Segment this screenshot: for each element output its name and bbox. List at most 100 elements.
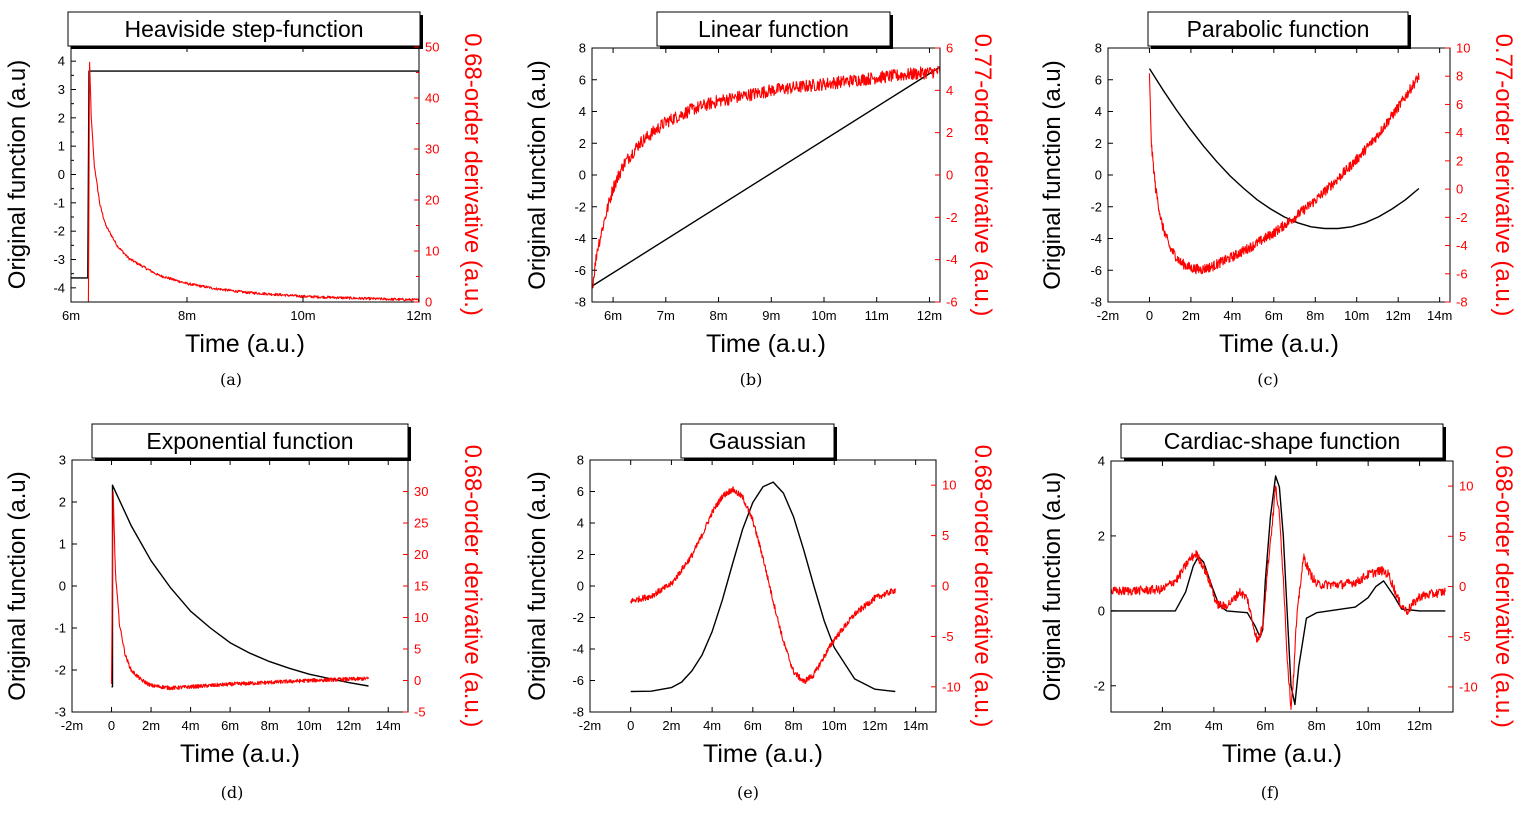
plot-frame: [70, 46, 420, 303]
derivative-series-line: [1148, 72, 1420, 275]
chart-panel-e: Gaussian -2m 0 2m 4m 6m 8m 10m 12m 14m -8 -6 -4 -2 0 2 4…: [524, 423, 996, 802]
y2-tick-label: 20: [414, 547, 428, 562]
y2-tick-label: -2: [946, 210, 958, 225]
panel-title: Heaviside step-function: [124, 16, 363, 42]
y-axis-label: Original function (a.u): [4, 60, 31, 289]
y2-tick-label: -10: [1459, 679, 1478, 694]
x-tick-label: 12m: [917, 308, 942, 323]
x-tick-label: 6m: [62, 308, 80, 323]
y2-tick-label: 40: [425, 91, 439, 106]
x-tick-label: 14m: [1427, 308, 1452, 323]
title-box: [1147, 11, 1409, 47]
y-tick-label: 8: [577, 453, 584, 468]
plot-frame: [589, 459, 937, 713]
y-tick-label: 6: [579, 72, 586, 87]
y-tick-label: 2: [58, 110, 65, 125]
y-tick-label: 0: [1095, 168, 1102, 183]
y-axis-label: Original function (a.u): [524, 60, 551, 289]
x-axis-label: Time (a.u.): [703, 740, 823, 768]
y-tick-label: -8: [574, 295, 586, 310]
x-tick-label: 12m: [1386, 308, 1411, 323]
y-tick-label: 0: [1098, 603, 1105, 618]
y2-tick-label: 0: [946, 168, 953, 183]
y2-tick-label: 10: [942, 478, 956, 493]
plot-frame: [1107, 47, 1451, 303]
y-tick-label: -8: [572, 705, 584, 720]
x-tick-label: 4m: [182, 718, 200, 733]
chart-panel-d: Exponential function -2m 0 2m 4m 6m 8m 10m 12m 14…: [4, 423, 486, 802]
original-series-line: [71, 70, 419, 279]
y2-axis-label: 0.68-order derivative (a.u.): [459, 33, 486, 316]
title-box: [1120, 423, 1444, 459]
panel-caption: (b): [740, 370, 763, 389]
plot-frame: [1110, 460, 1454, 713]
panel-title: Cardiac-shape function: [1164, 428, 1401, 454]
x-tick-label: -2m: [1097, 308, 1119, 323]
x-tick-label: 10m: [1344, 308, 1369, 323]
panel-title: Linear function: [698, 16, 849, 42]
y-tick-label: -2: [574, 199, 586, 214]
derivative-series-line: [1111, 485, 1446, 711]
y-axis-label: Original function (a.u): [4, 471, 31, 700]
y2-tick-label: 8: [1456, 69, 1463, 84]
x-axis-label: Time (a.u.): [185, 330, 305, 358]
y-tick-label: 2: [1098, 528, 1105, 543]
y-tick-label: 0: [59, 579, 66, 594]
y-tick-label: -1: [53, 195, 65, 210]
y-tick-label: 0: [579, 168, 586, 183]
y-tick-label: 4: [58, 54, 65, 69]
y2-tick-label: -6: [1456, 266, 1468, 281]
y-tick-label: -2: [572, 610, 584, 625]
x-axis-label: Time (a.u.): [1219, 330, 1339, 358]
y-tick-label: -2: [1093, 678, 1105, 693]
x-tick-label: 4m: [703, 718, 721, 733]
chart-panel-a: Heaviside step-function 6m 8m 10m 12m -4 -3 -2 -…: [4, 11, 486, 389]
y2-tick-label: 25: [414, 516, 428, 531]
y2-tick-label: -5: [414, 705, 426, 720]
x-tick-label: 8m: [261, 718, 279, 733]
plot-frame: [591, 47, 941, 303]
title-box: [67, 11, 421, 47]
x-tick-label: 8m: [710, 308, 728, 323]
y2-tick-label: 0: [425, 295, 432, 310]
y-tick-label: 3: [59, 453, 66, 468]
panel-caption: (d): [221, 783, 244, 802]
x-tick-label: 14m: [376, 718, 401, 733]
y2-tick-label: -10: [942, 679, 961, 694]
derivative-series-line: [87, 61, 419, 302]
x-tick-label: 8m: [1306, 308, 1324, 323]
y-tick-label: 6: [577, 484, 584, 499]
x-tick-label: 6m: [604, 308, 622, 323]
y2-tick-label: 0: [942, 579, 949, 594]
derivative-series-line: [592, 65, 940, 290]
derivative-series-line: [110, 490, 370, 691]
y-tick-label: -6: [1090, 263, 1102, 278]
x-tick-label: 7m: [657, 308, 675, 323]
y2-tick-label: 5: [1459, 529, 1466, 544]
x-tick-label: 8m: [178, 308, 196, 323]
y-tick-label: 4: [1095, 104, 1102, 119]
y-tick-label: 2: [59, 495, 66, 510]
x-tick-label: 4m: [1205, 718, 1223, 733]
y2-tick-label: 2: [1456, 153, 1463, 168]
y2-tick-label: 6: [946, 41, 953, 56]
y-tick-label: -8: [1090, 295, 1102, 310]
panel-caption: (f): [1261, 783, 1279, 802]
y2-tick-label: -5: [1459, 629, 1471, 644]
y-tick-label: 4: [579, 104, 586, 119]
panel-title: Parabolic function: [1187, 16, 1370, 42]
y2-tick-label: 2: [946, 125, 953, 140]
x-tick-label: 2m: [662, 718, 680, 733]
y2-axis-label: 0.68-order derivative (a.u.): [459, 445, 486, 728]
panel-caption: (e): [737, 783, 759, 802]
y2-tick-label: 15: [414, 579, 428, 594]
y2-tick-label: 5: [942, 528, 949, 543]
chart-panel-b: Linear function 6m 7m 8m 9m 10m 11m 12m -8 -6 -4 -2…: [524, 11, 996, 389]
x-axis-label: Time (a.u.): [706, 330, 826, 358]
x-tick-label: 2m: [1182, 308, 1200, 323]
y2-axis-label: 0.68-order derivative (a.u.): [969, 445, 996, 728]
x-tick-label: 12m: [1407, 718, 1432, 733]
y2-tick-label: 30: [425, 142, 439, 157]
title-box: [91, 423, 409, 459]
